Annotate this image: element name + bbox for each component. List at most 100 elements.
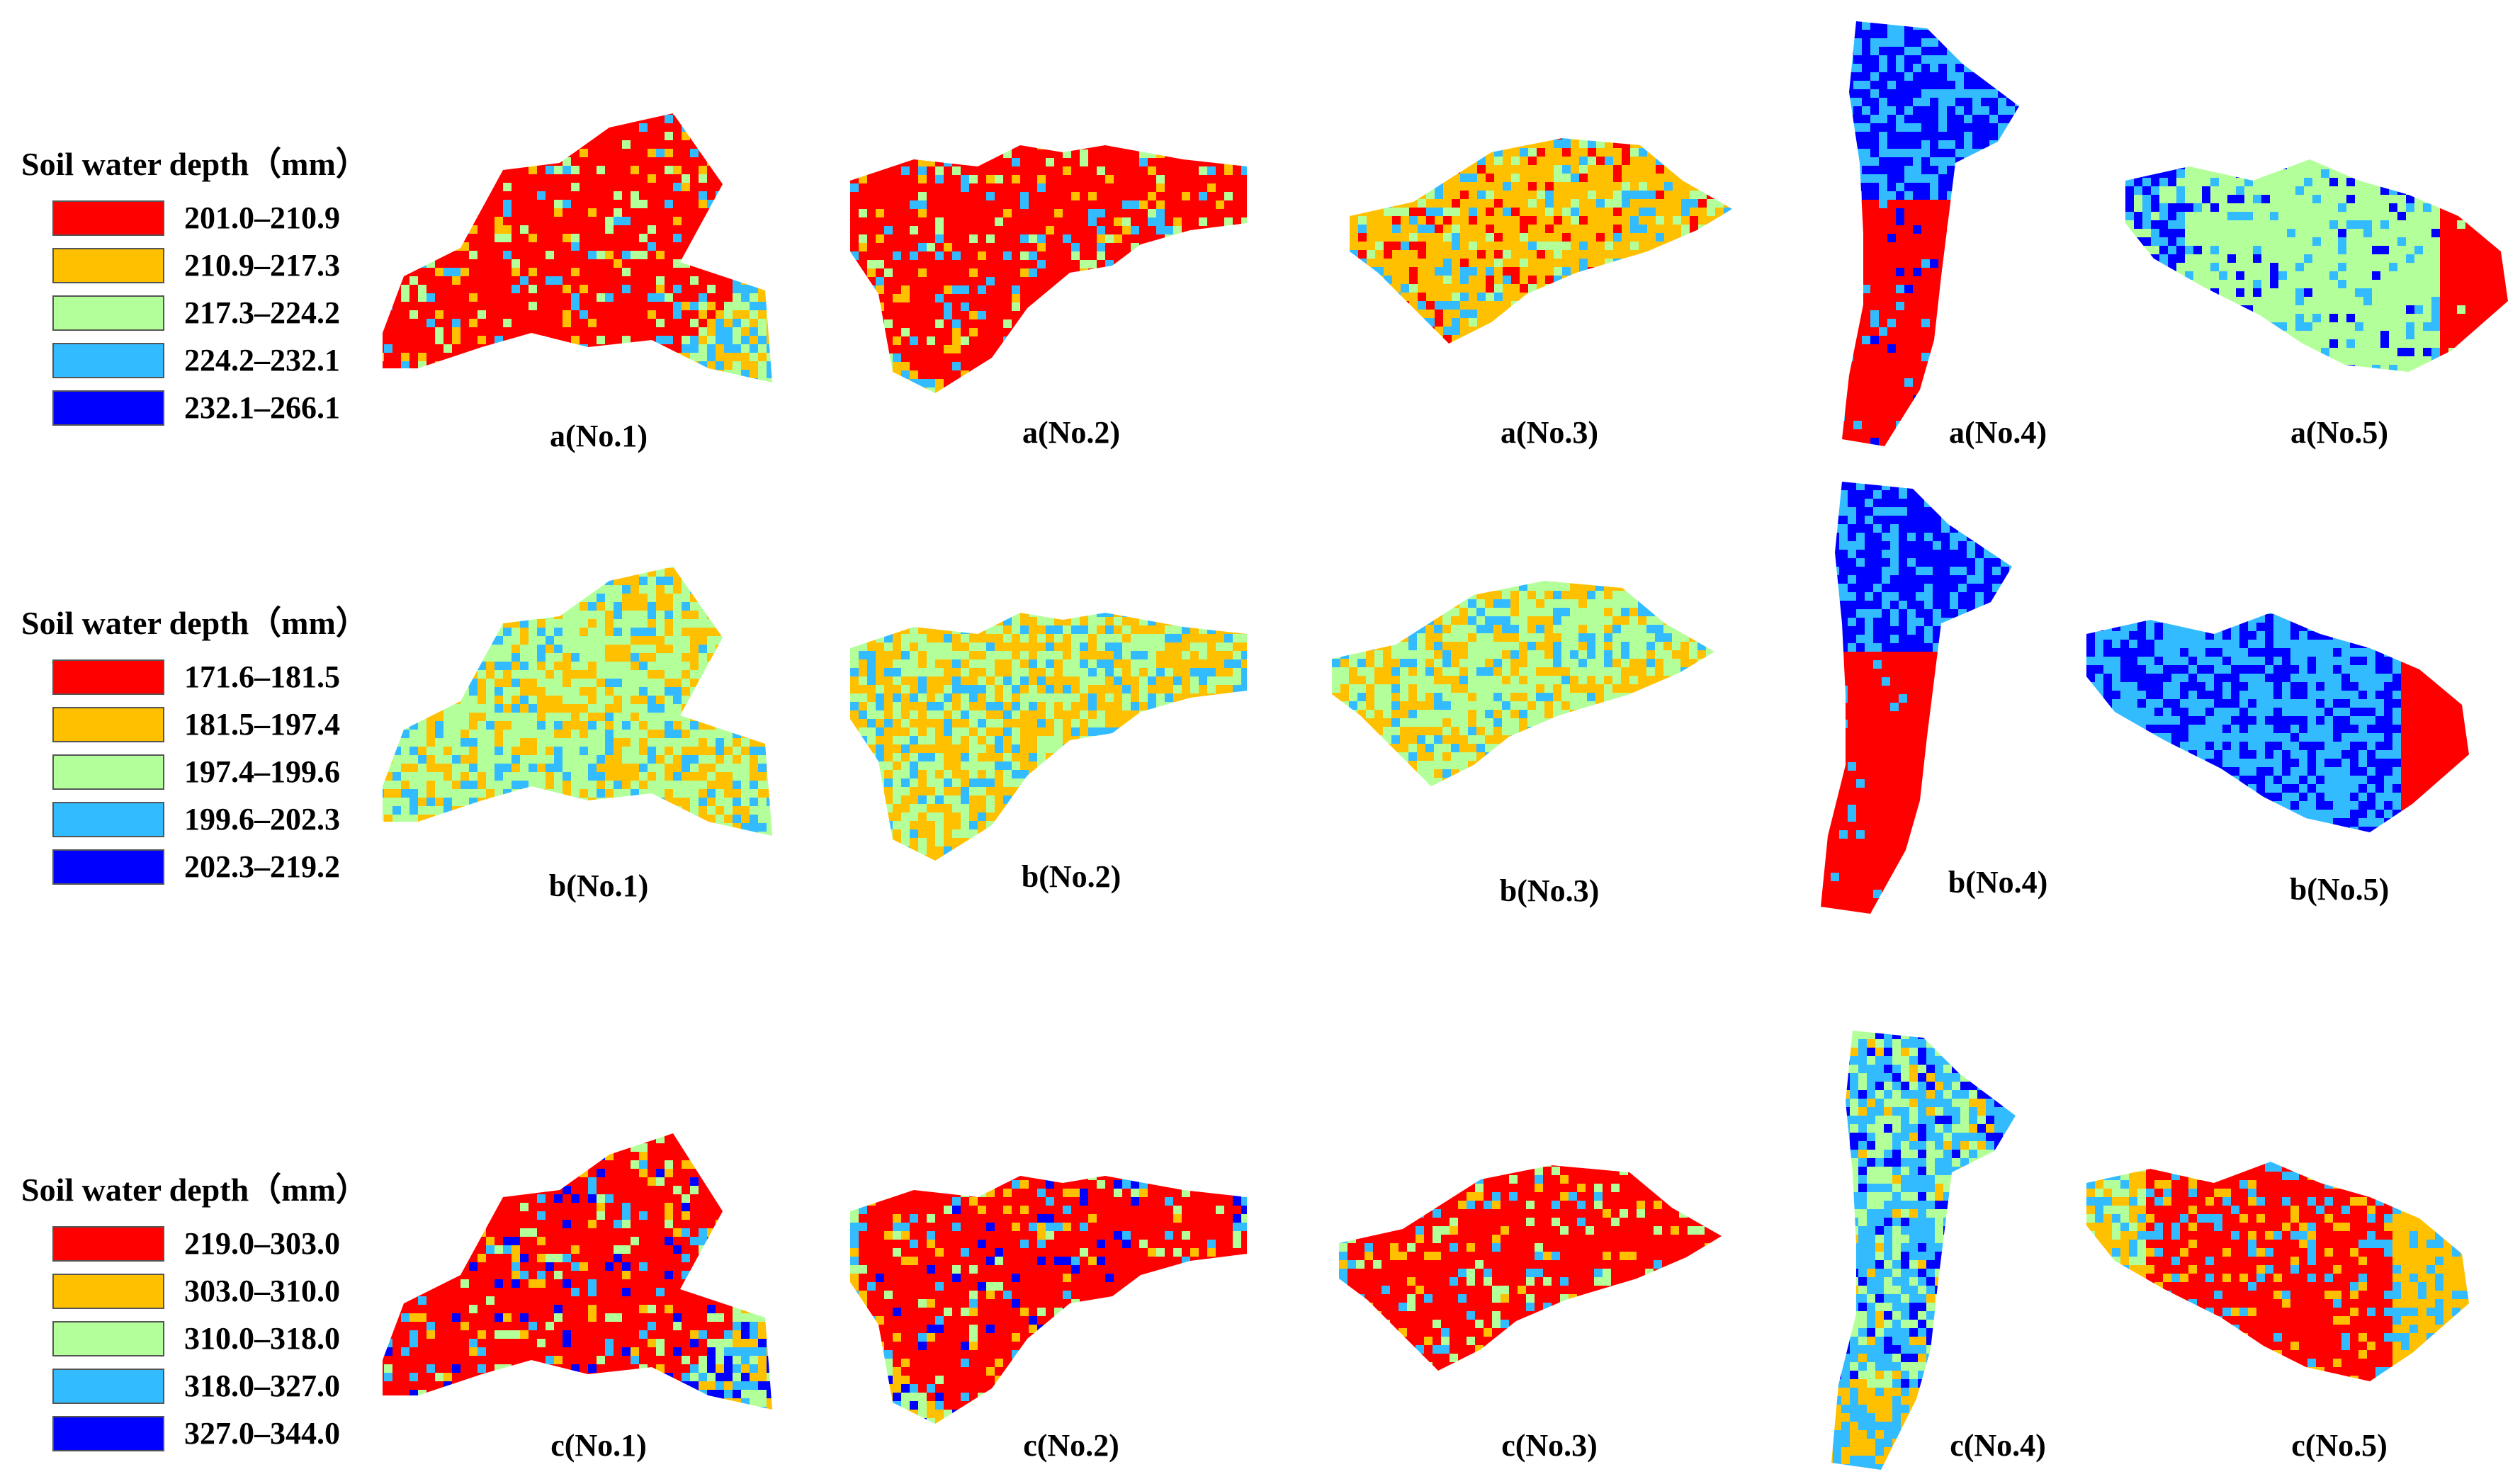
- raster-cell: [409, 259, 418, 268]
- raster-cell: [486, 234, 495, 242]
- raster-cell: [1392, 301, 1401, 310]
- raster-cell: [901, 362, 910, 370]
- raster-cell: [1105, 328, 1114, 336]
- raster-cell: [918, 209, 927, 217]
- raster-cell: [707, 251, 716, 259]
- raster-cell: [1207, 145, 1216, 149]
- raster-cell: [401, 353, 409, 361]
- raster-cell: [580, 302, 588, 310]
- raster-cell: [1139, 260, 1148, 268]
- raster-cell: [1938, 38, 1947, 47]
- raster-cell: [850, 336, 859, 345]
- raster-cell: [1350, 293, 1358, 301]
- raster-cell: [1904, 115, 1913, 123]
- raster-cell: [571, 140, 580, 149]
- raster-cell: [622, 157, 631, 166]
- raster-cell: [495, 285, 503, 293]
- raster-cell: [503, 353, 512, 361]
- raster-cell: [597, 217, 605, 225]
- raster-cell: [767, 310, 772, 319]
- raster-cell: [1046, 387, 1054, 393]
- raster-cell: [1375, 191, 1384, 199]
- raster-cell: [1503, 216, 1511, 225]
- raster-cell: [656, 191, 665, 200]
- raster-cell: [918, 251, 927, 260]
- raster-cell: [435, 344, 443, 353]
- raster-cell: [1647, 344, 1656, 351]
- raster-cell: [716, 378, 724, 383]
- raster-cell: [1105, 200, 1114, 209]
- raster-cell: [605, 259, 614, 268]
- raster-cell: [383, 183, 384, 191]
- raster-cell: [1579, 140, 1588, 148]
- raster-cell: [452, 251, 461, 259]
- raster-cell: [614, 115, 622, 123]
- raster-cell: [1460, 310, 1469, 318]
- raster-cell: [859, 396, 867, 400]
- raster-cell: [1003, 328, 1012, 336]
- raster-cell: [1862, 21, 1870, 30]
- raster-cell: [512, 370, 520, 378]
- raster-cell: [1003, 166, 1012, 175]
- raster-cell: [383, 268, 384, 276]
- raster-cell: [597, 174, 605, 183]
- raster-cell: [571, 183, 580, 191]
- raster-cell: [1029, 209, 1037, 217]
- raster-cell: [1190, 217, 1199, 226]
- raster-cell: [1622, 301, 1630, 310]
- raster-cell: [767, 285, 772, 293]
- raster-cell: [850, 192, 859, 200]
- raster-cell: [1656, 208, 1664, 216]
- raster-cell: [1681, 259, 1690, 267]
- raster-cell: [876, 379, 884, 387]
- raster-cell: [1972, 174, 1981, 183]
- raster-cell: [918, 302, 927, 311]
- raster-cell: [495, 259, 503, 268]
- raster-cell: [2023, 149, 2026, 157]
- raster-cell: [1409, 327, 1418, 335]
- raster-cell: [1921, 89, 1930, 98]
- raster-cell: [1503, 335, 1511, 344]
- raster-cell: [910, 217, 918, 226]
- raster-cell: [383, 200, 384, 208]
- raster-cell: [648, 149, 656, 157]
- raster-cell: [1409, 191, 1418, 199]
- raster-cell: [392, 293, 401, 302]
- raster-cell: [1972, 38, 1981, 47]
- raster-cell: [452, 234, 461, 242]
- raster-cell: [1639, 284, 1647, 293]
- raster-cell: [944, 362, 952, 370]
- raster-cell: [1401, 182, 1409, 191]
- raster-cell: [1870, 38, 1879, 47]
- raster-cell: [1020, 268, 1029, 277]
- raster-cell: [1046, 370, 1054, 379]
- raster-cell: [1190, 192, 1199, 200]
- raster-cell: [1241, 285, 1247, 294]
- raster-cell: [469, 285, 478, 293]
- raster-cell: [1845, 30, 1853, 38]
- raster-cell: [1724, 267, 1732, 276]
- raster-cell: [597, 166, 605, 174]
- raster-cell: [690, 319, 699, 327]
- raster-cell: [435, 149, 443, 157]
- raster-cell: [1596, 293, 1605, 301]
- raster-cell: [1216, 260, 1224, 268]
- raster-cell: [673, 353, 682, 361]
- raster-cell: [1571, 335, 1579, 344]
- raster-cell: [1503, 344, 1511, 351]
- raster-cell: [1647, 293, 1656, 301]
- raster-cell: [1139, 353, 1148, 362]
- raster-cell: [1998, 200, 2006, 208]
- raster-cell: [503, 285, 512, 293]
- raster-cell: [546, 361, 554, 370]
- raster-cell: [1596, 182, 1605, 191]
- raster-cell: [750, 268, 758, 276]
- raster-cell: [1105, 302, 1114, 311]
- raster-cell: [901, 268, 910, 277]
- raster-cell: [1460, 250, 1469, 259]
- raster-cell: [910, 370, 918, 379]
- raster-cell: [1003, 379, 1012, 387]
- raster-cell: [665, 123, 673, 132]
- raster-cell: [1037, 311, 1046, 319]
- raster-cell: [690, 113, 699, 115]
